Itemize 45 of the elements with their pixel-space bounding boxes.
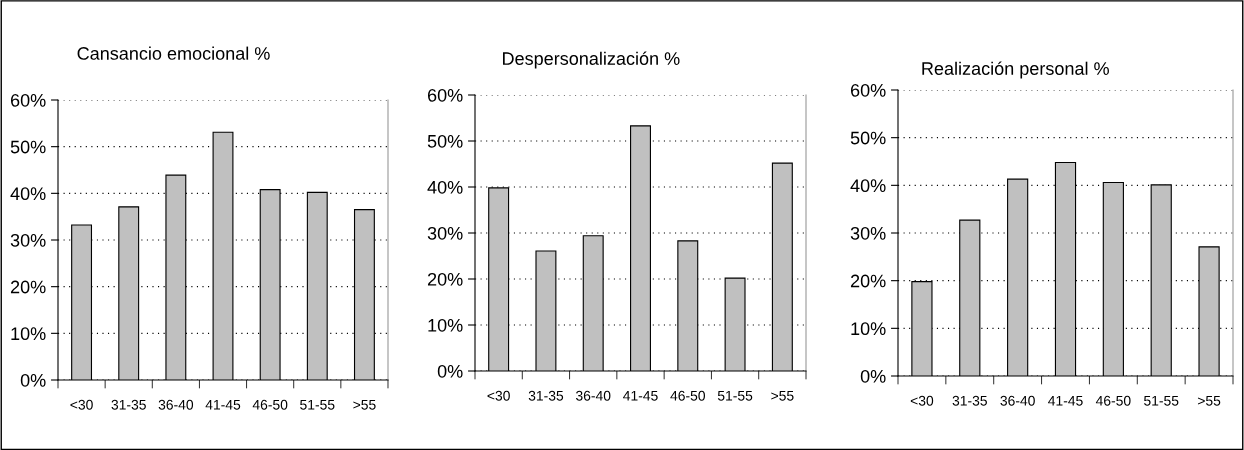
y-tick-label: 20% bbox=[10, 280, 46, 294]
x-tick-label: <30 bbox=[487, 390, 510, 401]
x-tick-label: 36-40 bbox=[575, 390, 611, 401]
y-tick-label: 0% bbox=[437, 364, 463, 378]
y-tick-label: 50% bbox=[850, 131, 886, 145]
y-tick-label: 60% bbox=[427, 88, 463, 102]
x-tick-label: 36-40 bbox=[1000, 395, 1035, 406]
y-tick-label: 10% bbox=[11, 327, 46, 341]
y-tick-label: 10% bbox=[428, 318, 463, 332]
x-tick-label: >55 bbox=[353, 399, 376, 410]
x-tick-label: 31-35 bbox=[111, 399, 146, 410]
x-tick-label: 31-35 bbox=[528, 390, 564, 401]
x-tick-label: <30 bbox=[70, 399, 93, 410]
x-tick-label: 36-40 bbox=[158, 399, 194, 410]
y-tick-label: 40% bbox=[10, 187, 46, 201]
y-tick-label: 10% bbox=[851, 322, 886, 336]
x-tick-label: 46-50 bbox=[1095, 395, 1131, 406]
y-tick-label: 60% bbox=[850, 83, 886, 97]
y-tick-label: 30% bbox=[850, 226, 886, 240]
y-tick-label: 0% bbox=[860, 369, 886, 383]
x-tick-label: >55 bbox=[1197, 395, 1221, 406]
y-tick-label: 20% bbox=[850, 274, 886, 288]
y-tick-label: 0% bbox=[20, 373, 46, 387]
y-tick-label: 50% bbox=[10, 140, 46, 154]
chart-title: Cansancio emocional % bbox=[77, 46, 270, 60]
x-tick-label: 46-50 bbox=[670, 390, 706, 401]
x-tick-label: 51-55 bbox=[300, 399, 335, 410]
chart-title: Despersonalización % bbox=[503, 51, 680, 69]
x-tick-label: 46-50 bbox=[252, 399, 288, 410]
y-tick-label: 40% bbox=[850, 179, 886, 193]
x-tick-label: 51-55 bbox=[1144, 395, 1179, 406]
y-tick-label: 50% bbox=[427, 134, 463, 148]
y-tick-label: 40% bbox=[427, 180, 463, 194]
x-tick-label: 41-45 bbox=[205, 399, 241, 410]
x-tick-label: <30 bbox=[910, 395, 934, 406]
x-tick-label: >55 bbox=[771, 390, 794, 401]
x-tick-label: 41-45 bbox=[623, 390, 658, 401]
x-tick-label: 31-35 bbox=[952, 395, 987, 406]
x-tick-label: 41-45 bbox=[1048, 395, 1083, 406]
y-tick-label: 30% bbox=[10, 233, 46, 247]
y-tick-label: 30% bbox=[427, 226, 463, 240]
chart-title: Realización personal % bbox=[922, 61, 1109, 79]
y-tick-label: 20% bbox=[427, 272, 463, 286]
x-tick-label: 51-55 bbox=[717, 390, 753, 401]
y-tick-label: 60% bbox=[10, 93, 46, 107]
